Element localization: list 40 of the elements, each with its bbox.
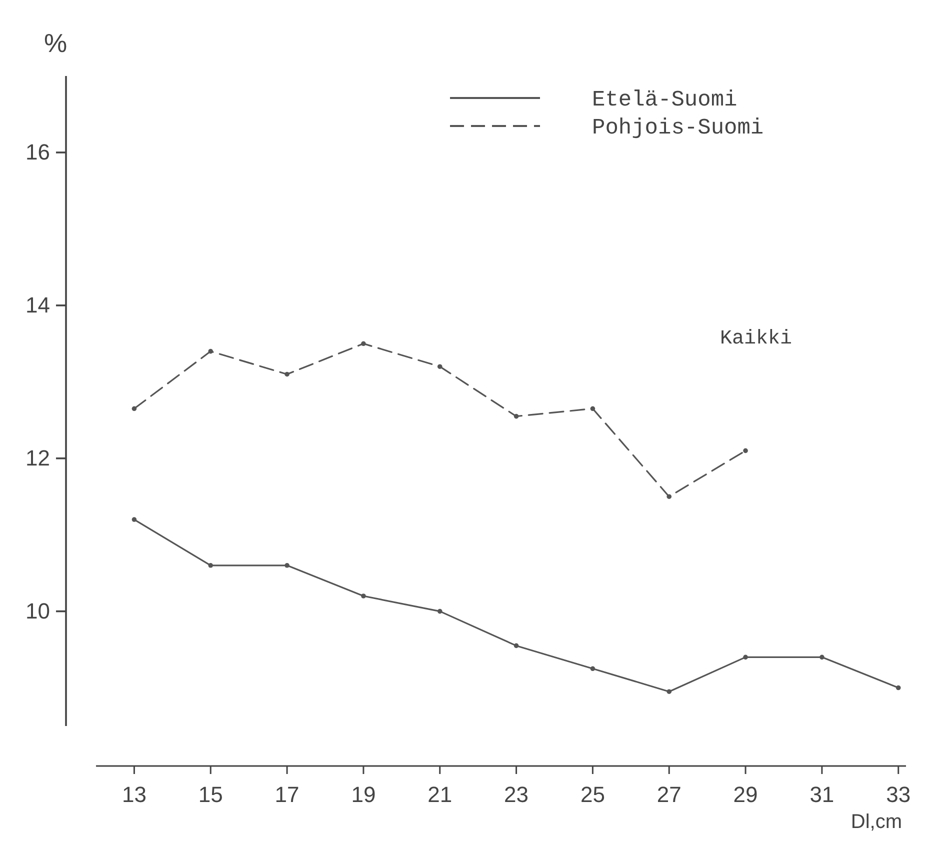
point: [132, 406, 137, 412]
y-tick-label: 10: [26, 598, 50, 624]
x-tick-label: 15: [198, 782, 223, 807]
point: [590, 406, 596, 412]
legend-label: Etelä-Suomi: [592, 88, 738, 113]
x-tick-label: 31: [810, 782, 834, 807]
point: [361, 594, 366, 598]
point: [666, 689, 672, 694]
y-tick-label: 14: [26, 292, 50, 318]
point: [666, 494, 672, 499]
annotation: Kaikki: [720, 328, 792, 351]
legend-label: Pohjois-Suomi: [592, 116, 764, 141]
point: [590, 666, 596, 672]
y-tick-label: 12: [26, 445, 50, 470]
point: [896, 685, 901, 690]
point: [208, 348, 214, 354]
point: [437, 364, 442, 369]
point: [284, 372, 290, 377]
y-tick-label: 16: [26, 140, 50, 165]
point: [743, 654, 748, 660]
x-tick-label: 17: [274, 782, 300, 807]
x-tick-label: 23: [504, 782, 529, 807]
x-tick-label: 19: [351, 782, 376, 807]
point: [820, 654, 824, 660]
point: [437, 608, 442, 614]
x-axis-title: Dl,cm: [850, 811, 902, 833]
point: [514, 643, 519, 648]
point: [361, 341, 366, 346]
point: [514, 414, 519, 419]
x-tick-label: 27: [656, 782, 682, 807]
x-tick-label: 21: [428, 782, 452, 807]
x-tick-label: 29: [733, 782, 758, 807]
point: [743, 448, 748, 454]
point: [284, 563, 290, 568]
x-tick-label: 25: [580, 782, 605, 807]
point: [132, 517, 137, 522]
x-tick-label: 13: [122, 782, 146, 807]
x-tick-label: 33: [886, 782, 911, 807]
point: [208, 563, 214, 568]
y-axis-title: %: [44, 28, 68, 58]
